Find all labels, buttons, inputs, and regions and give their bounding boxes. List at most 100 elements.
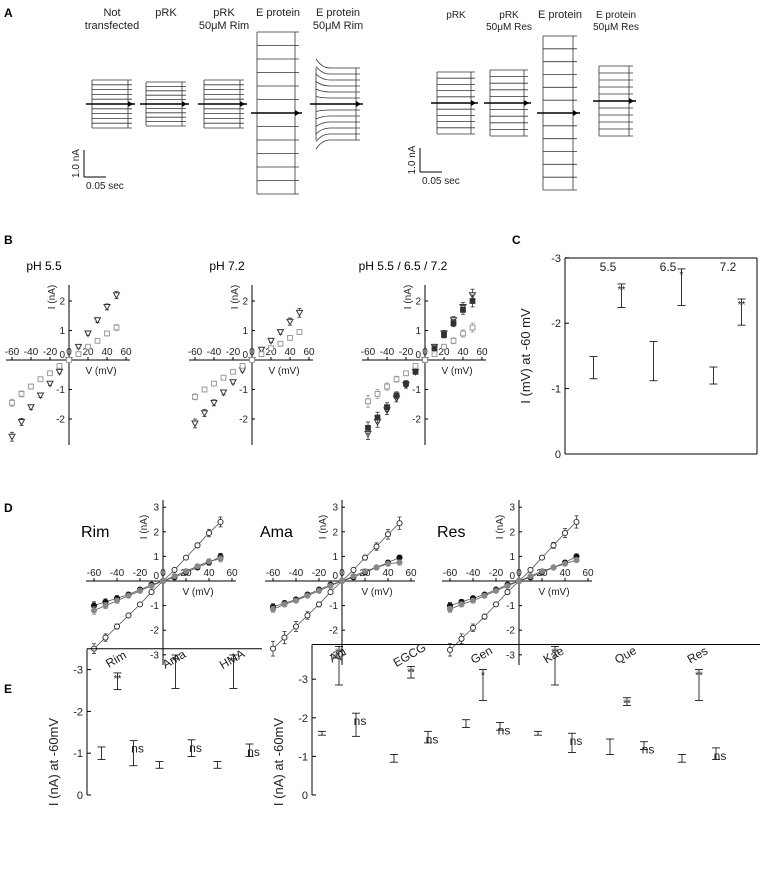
series-line (272, 557, 400, 608)
data-point (315, 587, 323, 594)
data-point (112, 292, 121, 300)
data-point (504, 589, 511, 596)
data-point (249, 357, 255, 363)
data-point (217, 518, 224, 526)
data-point (384, 560, 392, 567)
data-point (396, 520, 403, 527)
current-trace (315, 58, 360, 69)
panel-a-letter: A (4, 6, 13, 20)
x-tick-label: -20 (399, 347, 414, 358)
significance-label: ns (354, 714, 367, 728)
trace-title: 50μM Rim (199, 20, 249, 32)
data-point (561, 560, 569, 567)
significance-label: ** (738, 300, 746, 311)
offset-marker (471, 100, 476, 106)
offset-marker (524, 100, 529, 106)
y-tick-label: 2 (242, 297, 248, 308)
y-tick-label: -1 (150, 601, 159, 612)
bar-group: * ns Gen (462, 643, 510, 737)
data-point (217, 555, 224, 562)
data-point (27, 404, 35, 412)
current-trace (315, 66, 360, 75)
offset-marker (295, 110, 300, 116)
data-point (267, 337, 275, 345)
y-tick-label: 0 (77, 790, 83, 802)
data-point (469, 298, 476, 304)
bar-group: *6.5 (649, 260, 686, 382)
x-tick-label: -60 (361, 347, 376, 358)
data-series (446, 557, 580, 613)
x-tick-label: -40 (380, 347, 395, 358)
x-tick-label: 60 (405, 568, 417, 579)
plot-title: pH 7.2 (209, 259, 245, 273)
y-tick-label: -3 (73, 665, 83, 677)
panel-b: B (4, 233, 13, 247)
significance-label: ns (498, 723, 511, 737)
category-label: Res (685, 644, 710, 667)
y-tick-label: 1 (153, 552, 159, 563)
data-point (171, 573, 178, 580)
x-tick-label: 60 (120, 347, 132, 358)
data-point (350, 573, 357, 580)
data-point (136, 587, 144, 594)
y-axis-label: I (nA) (403, 285, 414, 309)
data-point (191, 420, 199, 428)
data-series (365, 294, 476, 435)
data-point (292, 597, 300, 604)
data-series (90, 555, 224, 615)
current-trace-family (198, 79, 247, 129)
data-point (205, 529, 213, 537)
x-tick-label: -60 (87, 568, 102, 579)
y-tick-label: 0 (153, 571, 159, 582)
data-point (286, 318, 294, 326)
plot-title: pH 5.5 / 6.5 / 7.2 (359, 259, 448, 273)
bar-chart-C: 0-1-2-3I (mV) at -60 mV**5.5*6.5**7.2 (518, 253, 758, 461)
x-tick-label: -40 (466, 568, 481, 579)
panel-a-traces (86, 31, 636, 195)
y-axis-label: I (nA) (318, 515, 329, 539)
data-point (373, 564, 380, 571)
y-tick-label: -3 (298, 674, 308, 686)
data-point (361, 554, 369, 561)
data-point (182, 568, 190, 575)
x-tick-label: 40 (382, 568, 394, 579)
significance-label: ns (714, 749, 727, 763)
y-axis-label: I (mV) at -60 mV (518, 308, 533, 404)
y-tick-label: -2 (239, 415, 248, 426)
x-axis-label: V (mV) (182, 587, 213, 598)
current-trace (315, 96, 360, 99)
x-tick-label: -20 (489, 568, 504, 579)
data-point (393, 376, 400, 383)
significance-label: ** (172, 656, 180, 667)
panel-b-letter: B (4, 233, 13, 247)
significance-label: ** (618, 285, 626, 296)
data-point (229, 379, 237, 387)
y-tick-label: 0 (302, 790, 308, 802)
trace-title: E protein (256, 7, 300, 19)
data-point (37, 376, 44, 383)
data-point (538, 554, 546, 561)
x-tick-label: -40 (110, 568, 125, 579)
y-tick-label: 0 (59, 350, 65, 361)
x-axis-label: V (mV) (441, 366, 472, 377)
data-point (538, 568, 546, 575)
data-series (9, 324, 120, 407)
bar-group: ** ns Rim (97, 648, 144, 767)
x-tick-label: 60 (476, 347, 488, 358)
data-point (182, 554, 190, 561)
bar-group: ** ns Kae (534, 643, 582, 753)
bar-group: ** ns Que (606, 643, 654, 757)
x-axis-label: V (mV) (268, 366, 299, 377)
data-point (384, 531, 392, 538)
data-point (365, 424, 371, 431)
data-point (527, 566, 534, 573)
plot-title: Res (437, 524, 465, 541)
offset-marker (573, 110, 578, 116)
y-tick-label: -3 (150, 650, 159, 661)
data-point (446, 646, 454, 653)
current-trace-family (537, 35, 580, 191)
current-trace-family (431, 71, 478, 135)
